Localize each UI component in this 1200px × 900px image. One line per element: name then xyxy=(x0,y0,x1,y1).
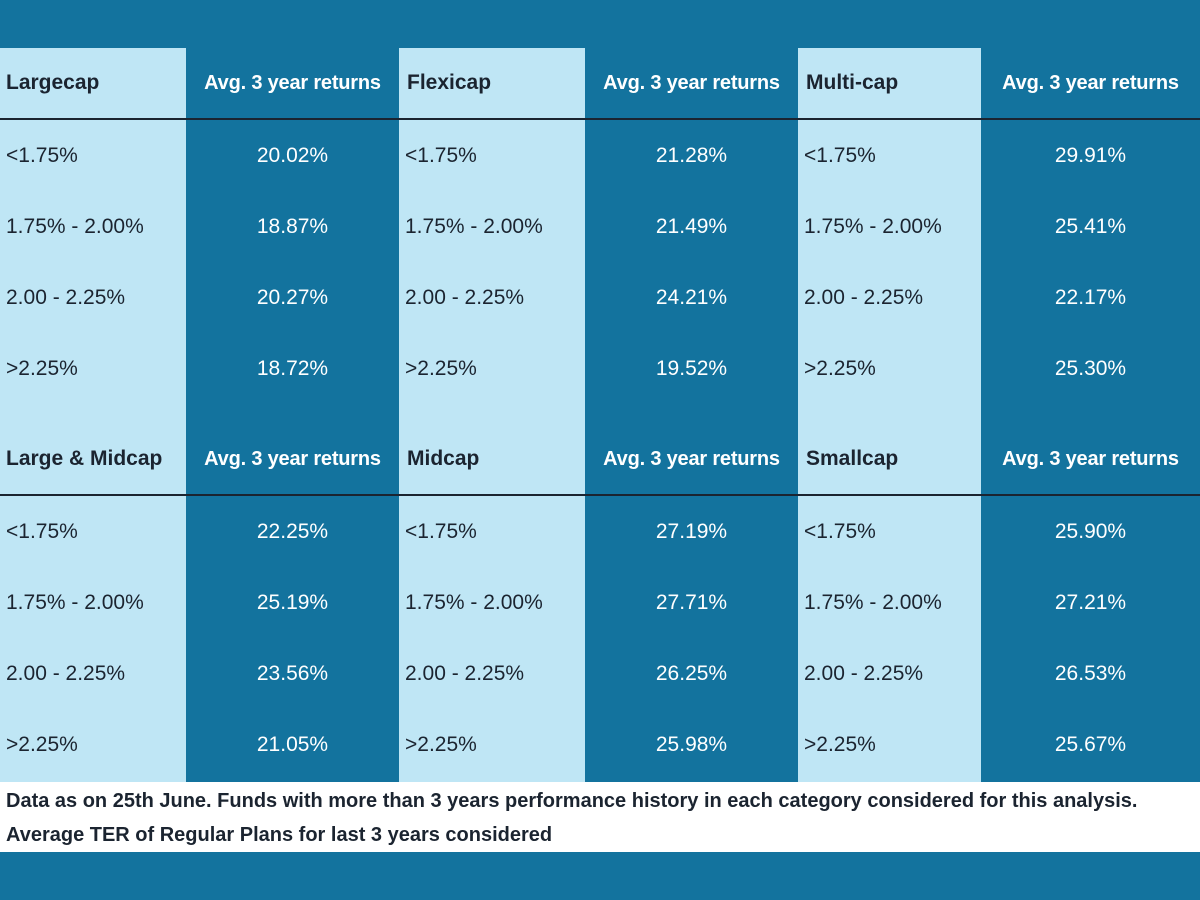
ter-range-cell: <1.75% xyxy=(6,143,78,167)
return-value-cell: 23.56% xyxy=(256,661,329,685)
returns-header: Avg. 3 year returns xyxy=(981,424,1200,496)
ter-range-cell: >2.25% xyxy=(804,356,876,380)
ter-range-cell: <1.75% xyxy=(6,519,78,543)
return-value-cell: 21.05% xyxy=(256,732,329,756)
ter-range-cell: <1.75% xyxy=(804,519,876,543)
returns-column-multicap: Avg. 3 year returns 29.91% 25.41% 22.17%… xyxy=(981,48,1200,424)
category-column-largecap: Largecap <1.75% 1.75% - 2.00% 2.00 - 2.2… xyxy=(0,48,186,424)
return-value-cell: 25.19% xyxy=(256,590,329,614)
table-block-bottom: Large & Midcap <1.75% 1.75% - 2.00% 2.00… xyxy=(0,424,1200,800)
category-header: Flexicap xyxy=(399,48,585,120)
ter-range-cell: <1.75% xyxy=(804,143,876,167)
return-value-cell: 25.30% xyxy=(1054,356,1127,380)
returns-column-flexicap: Avg. 3 year returns 21.28% 21.49% 24.21%… xyxy=(585,48,798,424)
ter-range-cell: 1.75% - 2.00% xyxy=(6,590,144,614)
category-header: Smallcap xyxy=(798,424,981,496)
category-header: Midcap xyxy=(399,424,585,496)
ter-range-cell: 1.75% - 2.00% xyxy=(405,214,543,238)
ter-range-cell: 1.75% - 2.00% xyxy=(804,590,942,614)
ter-range-cell: >2.25% xyxy=(6,356,78,380)
return-value-cell: 27.71% xyxy=(655,590,728,614)
return-value-cell: 21.28% xyxy=(655,143,728,167)
returns-header: Avg. 3 year returns xyxy=(585,48,798,120)
ter-range-cell: 2.00 - 2.25% xyxy=(405,285,525,309)
ter-range-cell: 2.00 - 2.25% xyxy=(6,661,126,685)
ter-range-cell: 1.75% - 2.00% xyxy=(6,214,144,238)
returns-column-smallcap: Avg. 3 year returns 25.90% 27.21% 26.53%… xyxy=(981,424,1200,800)
return-value-cell: 20.27% xyxy=(256,285,329,309)
return-value-cell: 27.21% xyxy=(1054,590,1127,614)
return-value-cell: 26.25% xyxy=(655,661,728,685)
return-value-cell: 18.72% xyxy=(256,356,329,380)
return-value-cell: 19.52% xyxy=(655,356,728,380)
category-column-large-midcap: Large & Midcap <1.75% 1.75% - 2.00% 2.00… xyxy=(0,424,186,800)
ter-range-cell: 2.00 - 2.25% xyxy=(804,285,924,309)
ter-range-cell: >2.25% xyxy=(804,732,876,756)
ter-range-cell: <1.75% xyxy=(405,143,477,167)
return-value-cell: 27.19% xyxy=(655,519,728,543)
ter-range-cell: >2.25% xyxy=(6,732,78,756)
return-value-cell: 21.49% xyxy=(655,214,728,238)
ter-range-cell: <1.75% xyxy=(405,519,477,543)
ter-range-cell: 2.00 - 2.25% xyxy=(405,661,525,685)
ter-range-cell: 1.75% - 2.00% xyxy=(405,590,543,614)
category-header: Large & Midcap xyxy=(0,424,186,496)
ter-range-cell: 2.00 - 2.25% xyxy=(6,285,126,309)
category-column-smallcap: Smallcap <1.75% 1.75% - 2.00% 2.00 - 2.2… xyxy=(798,424,981,800)
returns-header: Avg. 3 year returns xyxy=(186,48,399,120)
returns-table-sheet: Largecap <1.75% 1.75% - 2.00% 2.00 - 2.2… xyxy=(0,48,1200,852)
return-value-cell: 18.87% xyxy=(256,214,329,238)
returns-column-midcap: Avg. 3 year returns 27.19% 27.71% 26.25%… xyxy=(585,424,798,800)
ter-range-cell: >2.25% xyxy=(405,356,477,380)
return-value-cell: 22.25% xyxy=(256,519,329,543)
return-value-cell: 22.17% xyxy=(1054,285,1127,309)
footnote: Data as on 25th June. Funds with more th… xyxy=(0,782,1200,852)
return-value-cell: 26.53% xyxy=(1054,661,1127,685)
return-value-cell: 20.02% xyxy=(256,143,329,167)
return-value-cell: 25.41% xyxy=(1054,214,1127,238)
ter-range-cell: 2.00 - 2.25% xyxy=(804,661,924,685)
category-column-flexicap: Flexicap <1.75% 1.75% - 2.00% 2.00 - 2.2… xyxy=(399,48,585,424)
table-block-top: Largecap <1.75% 1.75% - 2.00% 2.00 - 2.2… xyxy=(0,48,1200,424)
returns-column-large-midcap: Avg. 3 year returns 22.25% 25.19% 23.56%… xyxy=(186,424,399,800)
category-column-multicap: Multi-cap <1.75% 1.75% - 2.00% 2.00 - 2.… xyxy=(798,48,981,424)
ter-range-cell: 1.75% - 2.00% xyxy=(804,214,942,238)
return-value-cell: 25.67% xyxy=(1054,732,1127,756)
returns-header: Avg. 3 year returns xyxy=(585,424,798,496)
returns-header: Avg. 3 year returns xyxy=(981,48,1200,120)
return-value-cell: 25.90% xyxy=(1054,519,1127,543)
return-value-cell: 25.98% xyxy=(655,732,728,756)
returns-column-largecap: Avg. 3 year returns 20.02% 18.87% 20.27%… xyxy=(186,48,399,424)
returns-header: Avg. 3 year returns xyxy=(186,424,399,496)
category-column-midcap: Midcap <1.75% 1.75% - 2.00% 2.00 - 2.25%… xyxy=(399,424,585,800)
category-header: Largecap xyxy=(0,48,186,120)
category-header: Multi-cap xyxy=(798,48,981,120)
return-value-cell: 29.91% xyxy=(1054,143,1127,167)
return-value-cell: 24.21% xyxy=(655,285,728,309)
ter-range-cell: >2.25% xyxy=(405,732,477,756)
